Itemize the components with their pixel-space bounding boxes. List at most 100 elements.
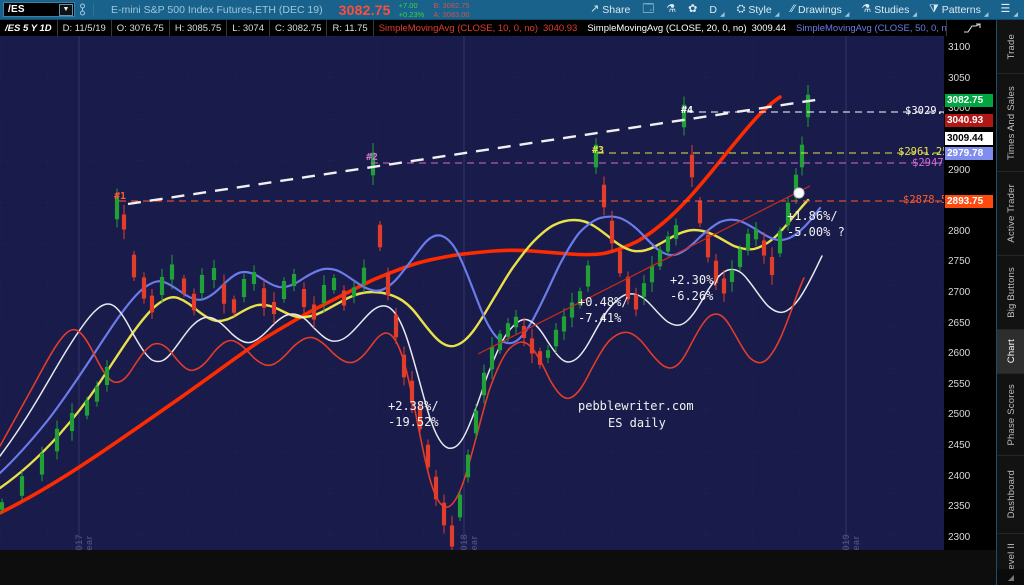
price-tick-3050: 3050	[948, 72, 971, 84]
watermark-subtitle: ES daily	[608, 416, 666, 430]
study-label-sma50[interactable]: SimpleMovingAvg (CLOSE, 50, 0, no)	[795, 22, 956, 34]
sidebar-item-times-and-sales[interactable]: Times And Sales	[997, 74, 1024, 172]
chevron-down-icon: ◢	[1013, 11, 1018, 18]
drawings-icon: ⁄⁄	[791, 3, 796, 15]
info-open: O: 3076.75	[112, 20, 170, 36]
link-icon[interactable]	[75, 0, 90, 20]
study-label-sma10[interactable]: SimpleMovingAvg (CLOSE, 10, 0, no)	[378, 22, 538, 34]
symbol-input[interactable]: /ES ▼	[3, 2, 75, 17]
price-tick-3000: 3000	[948, 103, 971, 115]
price-tick-2800: 2800	[948, 225, 971, 237]
sidebar-item-active-trader[interactable]: Active Trader	[997, 172, 1024, 256]
change-percent: +0.23%	[398, 9, 425, 19]
price-tick-2650: 2650	[948, 317, 971, 329]
style-button[interactable]: ⛭ Style ◢	[731, 0, 786, 20]
sidebar-item-label: Active Trader	[1005, 184, 1017, 243]
bid-price: B: 3082.75	[433, 0, 470, 10]
sidebar-item-label: Chart	[1005, 339, 1017, 364]
studies-flask-button[interactable]: ⚗	[660, 0, 682, 20]
patterns-button[interactable]: ⧩ Patterns ◢	[923, 0, 995, 20]
info-date: D: 11/5/19	[58, 20, 112, 36]
timeframe-button[interactable]: D ◢	[703, 0, 730, 20]
menu-button[interactable]: ☰ ◢	[995, 0, 1024, 20]
sidebar-item-label: Big Buttons	[1005, 267, 1017, 318]
chart-svg	[0, 36, 944, 550]
price-badge-0: 3082.75	[945, 94, 993, 107]
chevron-down-icon: ◢	[912, 11, 917, 18]
price-plot-area[interactable]: $3029.5 $2961.25 $2947 $2878.5 #1 #2 #3 …	[0, 36, 944, 550]
sidebar-item-label: Phase Scores	[1005, 383, 1017, 446]
last-price: 3082.75	[338, 1, 391, 18]
right-sidebar: Trade Times And Sales Active Trader Big But…	[996, 20, 1024, 585]
price-change: +7.00 +0.23%	[399, 1, 425, 19]
current-price-dot	[793, 187, 805, 199]
flask-icon: ⚗	[666, 3, 677, 15]
sidebar-item-trade[interactable]: Trade	[997, 20, 1024, 74]
annotation-drop-4: +1.86%/ -5.00% ?	[787, 209, 845, 239]
pivot-marker-4: #4	[681, 105, 694, 116]
level-label-2878: $2878.5	[903, 194, 944, 206]
candlestick-series	[0, 85, 811, 550]
share-button[interactable]: ↗ Share	[584, 0, 636, 20]
chart-type-toggle[interactable]	[946, 20, 996, 36]
year-label-2017: 2017 year	[74, 534, 94, 550]
price-tick-2400: 2400	[948, 470, 971, 482]
annotation-drop-2: +0.48%/ -7.41%	[578, 295, 629, 325]
change-absolute: +7.00	[398, 0, 418, 10]
study-value-sma20: 3009.44	[751, 22, 786, 34]
share-icon: ↗	[590, 3, 600, 15]
top-toolbar: /ES ▼ E-mini S&P 500 Index Futures,ETH (…	[0, 0, 1024, 20]
gear-icon: ✿	[688, 3, 698, 15]
sidebar-item-label: Times And Sales	[1005, 85, 1017, 160]
chevron-down-icon[interactable]: ▼	[59, 3, 73, 16]
chevron-down-icon: ◢	[844, 11, 850, 18]
sidebar-resize-handle[interactable]: ◢	[997, 569, 1024, 585]
watermark-site: pebblewriter.com	[578, 399, 694, 413]
price-tick-2350: 2350	[948, 501, 971, 513]
year-label-2018: 2018 year	[459, 534, 479, 550]
sidebar-item-chart[interactable]: Chart	[997, 330, 1024, 374]
price-axis[interactable]: 3100305030002950290028502800275027002650…	[944, 36, 996, 550]
toolbar-divider	[93, 2, 94, 17]
price-tick-2550: 2550	[948, 378, 971, 390]
price-tick-2500: 2500	[948, 409, 971, 421]
drawings-button[interactable]: ⁄⁄ Drawings ◢	[785, 0, 855, 20]
price-tick-2300: 2300	[948, 531, 971, 543]
info-low: L: 3074	[227, 20, 270, 36]
share-label: Share	[602, 3, 631, 16]
ask-price: A: 3083.00	[433, 9, 470, 19]
info-symbol-timeframe[interactable]: /ES 5 Y 1D	[0, 20, 58, 36]
info-high: H: 3085.75	[170, 20, 228, 36]
sidebar-item-label: Dashboard	[1005, 470, 1017, 519]
annotation-drop-1: +2.38%/ -19.52%	[388, 399, 439, 429]
sidebar-item-big-buttons[interactable]: Big Buttons	[997, 256, 1024, 330]
symbol-text: /ES	[8, 4, 25, 15]
chevron-down-icon: ◢	[983, 11, 989, 18]
drawings-label: Drawings	[798, 3, 842, 16]
price-tick-2450: 2450	[948, 439, 971, 451]
price-tick-2900: 2900	[948, 164, 971, 176]
chart-container: $3029.5 $2961.25 $2947 $2878.5 #1 #2 #3 …	[0, 36, 996, 550]
sidebar-item-phase-scores[interactable]: Phase Scores	[997, 374, 1024, 456]
price-tick-2600: 2600	[948, 348, 971, 360]
patterns-label: Patterns	[941, 3, 981, 16]
sidebar-item-dashboard[interactable]: Dashboard	[997, 456, 1024, 534]
study-label-sma20[interactable]: SimpleMovingAvg (CLOSE, 20, 0, no)	[587, 22, 747, 34]
chevron-down-icon: ◢	[774, 11, 780, 18]
pivot-marker-3: #3	[592, 145, 605, 156]
info-close: C: 3082.75	[270, 20, 328, 36]
price-tick-3100: 3100	[948, 42, 971, 54]
studies-button[interactable]: ⚗ Studies ◢	[855, 0, 923, 20]
pivot-marker-1: #1	[114, 191, 127, 202]
snapshot-button[interactable]: 🗔	[636, 0, 660, 20]
annotation-drop-3: +2.30%/ -6.26%	[670, 273, 721, 303]
chevron-down-icon: ◢	[719, 11, 725, 18]
settings-button[interactable]: ✿	[682, 0, 703, 20]
sidebar-item-label: Trade	[1005, 33, 1017, 60]
style-label: Style	[748, 3, 772, 16]
plot-grid	[0, 36, 944, 550]
price-badge-1: 3040.93	[945, 114, 993, 127]
style-icon: ⛭	[736, 3, 746, 15]
year-label-2019: 2019 year	[841, 534, 861, 550]
